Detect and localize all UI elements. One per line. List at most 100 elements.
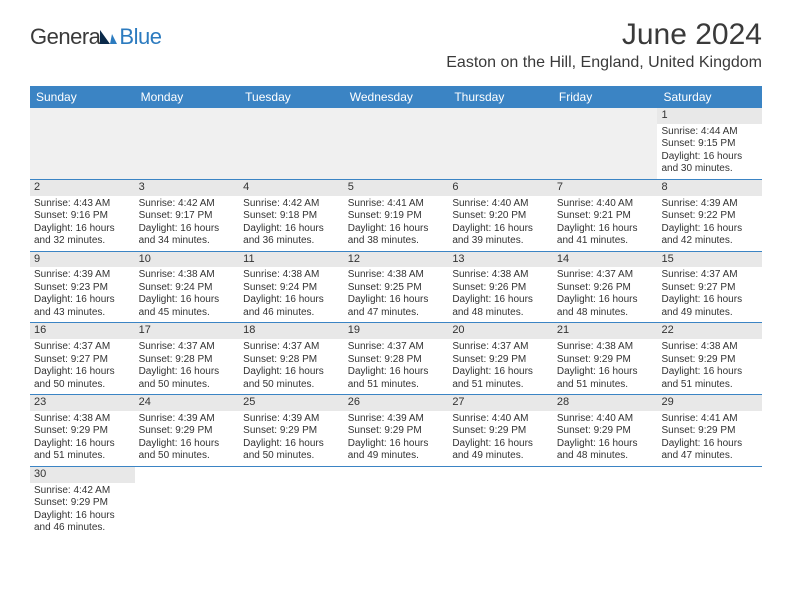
sunrise-text: Sunrise: 4:38 AM <box>139 269 236 282</box>
day-cell: 20 Sunrise: 4:37 AMSunset: 9:29 PMDayligh… <box>448 323 553 394</box>
sunrise-text: Sunrise: 4:42 AM <box>34 485 131 498</box>
day-cell: 22Sunrise: 4:38 AMSunset: 9:29 PMDayligh… <box>657 323 762 394</box>
day-number: 5 <box>344 180 449 196</box>
day-number: 8 <box>657 180 762 196</box>
sunrise-text: Sunrise: 4:42 AM <box>243 198 340 211</box>
sunrise-text: Sunrise: 4:43 AM <box>34 198 131 211</box>
daylight-text: Daylight: 16 hours and 49 minutes. <box>661 294 758 319</box>
sunrise-text: Sunrise: 4:37 AM <box>452 341 549 354</box>
sunset-text: Sunset: 9:21 PM <box>557 210 654 223</box>
day-cell: 1Sunrise: 4:44 AMSunset: 9:15 PMDaylight… <box>657 108 762 179</box>
day-number: 26 <box>344 395 449 411</box>
sunrise-text: Sunrise: 4:40 AM <box>452 198 549 211</box>
sunset-text: Sunset: 9:26 PM <box>452 282 549 295</box>
daylight-text: Daylight: 16 hours and 32 minutes. <box>34 223 131 248</box>
daylight-text: Daylight: 16 hours and 34 minutes. <box>139 223 236 248</box>
sunset-text: Sunset: 9:29 PM <box>34 425 131 438</box>
day-cell: 2Sunrise: 4:43 AMSunset: 9:16 PMDaylight… <box>30 180 135 251</box>
day-number: 20 <box>448 323 553 339</box>
day-number: 4 <box>239 180 344 196</box>
day-number: 30 <box>30 467 135 483</box>
sunset-text: Sunset: 9:29 PM <box>661 425 758 438</box>
day-header: Sunday <box>30 86 135 108</box>
day-number: 1 <box>657 108 762 124</box>
week-row: 23Sunrise: 4:38 AMSunset: 9:29 PMDayligh… <box>30 395 762 467</box>
sunset-text: Sunset: 9:22 PM <box>661 210 758 223</box>
day-number: 27 <box>448 395 553 411</box>
sunrise-text: Sunrise: 4:38 AM <box>348 269 445 282</box>
sunset-text: Sunset: 9:27 PM <box>34 354 131 367</box>
sunrise-text: Sunrise: 4:37 AM <box>139 341 236 354</box>
day-cell: 14Sunrise: 4:37 AMSunset: 9:26 PMDayligh… <box>553 252 658 323</box>
day-cell: 17Sunrise: 4:37 AMSunset: 9:28 PMDayligh… <box>135 323 240 394</box>
day-cell: 7Sunrise: 4:40 AMSunset: 9:21 PMDaylight… <box>553 180 658 251</box>
sunset-text: Sunset: 9:29 PM <box>34 497 131 510</box>
day-number: 24 <box>135 395 240 411</box>
daylight-text: Daylight: 16 hours and 51 minutes. <box>661 366 758 391</box>
daylight-text: Daylight: 16 hours and 51 minutes. <box>348 366 445 391</box>
day-number: 28 <box>553 395 658 411</box>
day-cell: 30Sunrise: 4:42 AMSunset: 9:29 PMDayligh… <box>30 467 135 538</box>
sunrise-text: Sunrise: 4:39 AM <box>348 413 445 426</box>
empty-cell <box>135 467 240 538</box>
calendar: SundayMondayTuesdayWednesdayThursdayFrid… <box>30 86 762 538</box>
sunset-text: Sunset: 9:28 PM <box>139 354 236 367</box>
day-cell: 9Sunrise: 4:39 AMSunset: 9:23 PMDaylight… <box>30 252 135 323</box>
sunrise-text: Sunrise: 4:39 AM <box>34 269 131 282</box>
sunrise-text: Sunrise: 4:38 AM <box>243 269 340 282</box>
day-number: 7 <box>553 180 658 196</box>
daylight-text: Daylight: 16 hours and 36 minutes. <box>243 223 340 248</box>
day-cell: 28Sunrise: 4:40 AMSunset: 9:29 PMDayligh… <box>553 395 658 466</box>
empty-cell <box>239 467 344 538</box>
daylight-text: Daylight: 16 hours and 51 minutes. <box>452 366 549 391</box>
day-cell: 8Sunrise: 4:39 AMSunset: 9:22 PMDaylight… <box>657 180 762 251</box>
day-cell: 19Sunrise: 4:37 AMSunset: 9:28 PMDayligh… <box>344 323 449 394</box>
sunrise-text: Sunrise: 4:40 AM <box>452 413 549 426</box>
day-header: Tuesday <box>239 86 344 108</box>
day-number: 22 <box>657 323 762 339</box>
day-cell: 18Sunrise: 4:37 AMSunset: 9:28 PMDayligh… <box>239 323 344 394</box>
day-cell: 13Sunrise: 4:38 AMSunset: 9:26 PMDayligh… <box>448 252 553 323</box>
sunset-text: Sunset: 9:16 PM <box>34 210 131 223</box>
day-cell: 25Sunrise: 4:39 AMSunset: 9:29 PMDayligh… <box>239 395 344 466</box>
sunset-text: Sunset: 9:26 PM <box>557 282 654 295</box>
sunrise-text: Sunrise: 4:38 AM <box>661 341 758 354</box>
sunset-text: Sunset: 9:20 PM <box>452 210 549 223</box>
sunset-text: Sunset: 9:27 PM <box>661 282 758 295</box>
week-row: 30Sunrise: 4:42 AMSunset: 9:29 PMDayligh… <box>30 467 762 538</box>
logo-word1: Genera <box>30 24 100 49</box>
empty-cell <box>448 108 553 179</box>
day-number: 6 <box>448 180 553 196</box>
day-header: Saturday <box>657 86 762 108</box>
day-header: Monday <box>135 86 240 108</box>
sunset-text: Sunset: 9:29 PM <box>557 425 654 438</box>
sunset-text: Sunset: 9:24 PM <box>139 282 236 295</box>
sunset-text: Sunset: 9:18 PM <box>243 210 340 223</box>
logo: GeneraBlue <box>30 24 161 52</box>
sunrise-text: Sunrise: 4:44 AM <box>661 126 758 139</box>
daylight-text: Daylight: 16 hours and 38 minutes. <box>348 223 445 248</box>
empty-cell <box>553 467 658 538</box>
day-header: Friday <box>553 86 658 108</box>
day-cell: 6Sunrise: 4:40 AMSunset: 9:20 PMDaylight… <box>448 180 553 251</box>
day-number: 9 <box>30 252 135 268</box>
daylight-text: Daylight: 16 hours and 46 minutes. <box>243 294 340 319</box>
day-number: 3 <box>135 180 240 196</box>
day-cell: 16Sunrise: 4:37 AMSunset: 9:27 PMDayligh… <box>30 323 135 394</box>
day-number: 10 <box>135 252 240 268</box>
sunset-text: Sunset: 9:29 PM <box>139 425 236 438</box>
day-number: 15 <box>657 252 762 268</box>
sunset-text: Sunset: 9:29 PM <box>452 425 549 438</box>
day-header: Thursday <box>448 86 553 108</box>
daylight-text: Daylight: 16 hours and 50 minutes. <box>139 438 236 463</box>
sunrise-text: Sunrise: 4:40 AM <box>557 198 654 211</box>
day-number: 11 <box>239 252 344 268</box>
daylight-text: Daylight: 16 hours and 45 minutes. <box>139 294 236 319</box>
week-row: 1Sunrise: 4:44 AMSunset: 9:15 PMDaylight… <box>30 108 762 180</box>
empty-cell <box>239 108 344 179</box>
sunset-text: Sunset: 9:29 PM <box>452 354 549 367</box>
empty-cell <box>344 467 449 538</box>
week-row: 16 Sunrise: 4:37 AM Sunset: 9:27 PM Dayligh… <box>30 323 762 395</box>
day-number: 16 <box>30 323 135 339</box>
daylight-text: Daylight: 16 hours and 48 minutes. <box>557 438 654 463</box>
